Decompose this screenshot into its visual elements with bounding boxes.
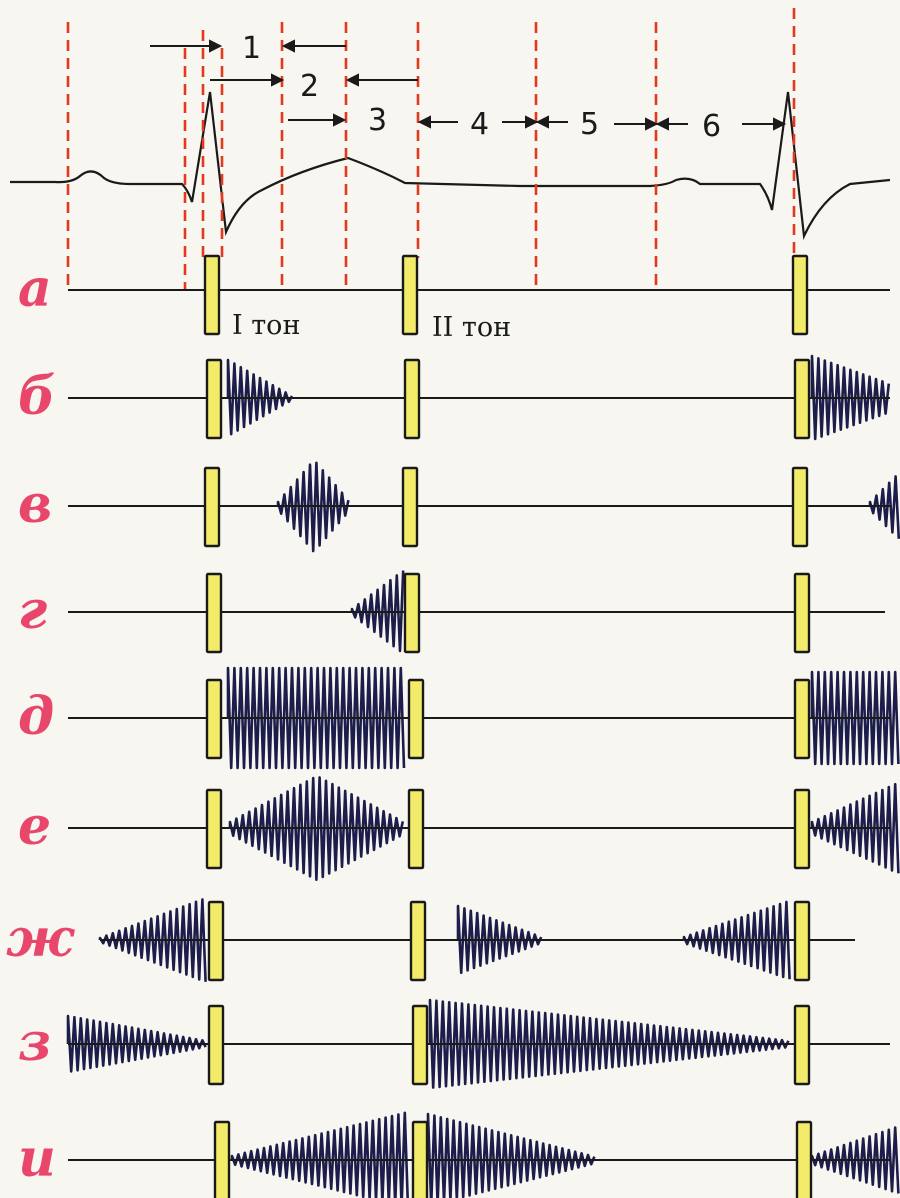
first-tone-marker <box>793 900 811 982</box>
first-tone-marker <box>205 788 223 870</box>
murmur-waveform <box>426 1112 596 1198</box>
first-tone-marker <box>205 572 223 654</box>
first-tone-marker <box>205 358 223 440</box>
row-label: и <box>18 1128 56 1189</box>
phase-label-6: 6 <box>702 109 721 144</box>
phase-1-arrowhead <box>209 39 223 53</box>
phase-label-1: 1 <box>242 31 261 66</box>
tone-marker-layer <box>203 254 813 1198</box>
second-tone-marker <box>409 900 427 982</box>
row-label: б <box>18 366 56 427</box>
phase-2-arrowhead <box>271 73 285 87</box>
first-tone-marker <box>203 254 221 336</box>
row-label: ж <box>6 908 75 969</box>
phase-6-arrowhead-right <box>773 117 787 131</box>
murmur-waveform <box>98 898 207 982</box>
first-tone-marker <box>795 1120 813 1198</box>
murmur-waveform <box>226 666 406 770</box>
phase-4-arrowhead-left <box>417 115 431 129</box>
phase-5-arrowhead-left <box>535 115 549 129</box>
first-tone-marker <box>205 678 223 760</box>
second-tone-marker <box>403 358 421 440</box>
second-tone-marker <box>403 572 421 654</box>
murmur-waveform <box>230 1111 409 1198</box>
phase-label-2: 2 <box>300 69 319 104</box>
first-tone-marker <box>793 358 811 440</box>
second-tone-marker <box>411 1120 429 1198</box>
phase-4-5-arrowhead <box>525 115 539 129</box>
murmur-waveform <box>350 570 405 653</box>
phase-5-6-arrowhead <box>645 117 659 131</box>
murmur-waveform <box>66 1014 207 1073</box>
phase-label-3: 3 <box>368 103 387 138</box>
row-label: а <box>18 258 52 319</box>
second-tone-marker <box>411 1004 429 1086</box>
murmur-layer <box>66 354 900 1198</box>
phase-label-5: 5 <box>580 107 599 142</box>
murmur-waveform <box>810 670 900 766</box>
phase-3-arrowhead <box>333 113 347 127</box>
row-label: з <box>18 1012 51 1073</box>
phase-2-arrowhead-right <box>345 73 359 87</box>
murmur-waveform <box>682 900 791 980</box>
row-label: е <box>18 796 51 857</box>
phase-1-arrowhead-right <box>281 39 295 53</box>
second-tone-marker <box>401 254 419 336</box>
ecg-trace <box>10 91 891 240</box>
first-tone-marker <box>207 1004 225 1086</box>
second-tone-marker <box>401 466 419 548</box>
murmur-waveform <box>810 782 900 874</box>
first-tone-marker <box>213 1120 231 1198</box>
second-tone-label: II тон <box>432 312 511 343</box>
murmur-waveform <box>868 475 900 539</box>
first-tone-marker <box>791 254 809 336</box>
row-label: в <box>18 474 52 535</box>
phase-label-4: 4 <box>470 107 489 142</box>
first-tone-marker <box>203 466 221 548</box>
first-tone-label: I тон <box>232 310 300 341</box>
first-tone-marker <box>791 466 809 548</box>
first-tone-marker <box>793 788 811 870</box>
second-tone-marker <box>407 678 425 760</box>
phase-lines <box>66 8 796 290</box>
phase-arrows <box>150 39 787 131</box>
murmur-waveform <box>810 1126 900 1194</box>
row-label: г <box>18 580 47 641</box>
murmur-waveform <box>276 461 350 553</box>
row-label: д <box>18 686 54 747</box>
first-tone-marker <box>793 1004 811 1086</box>
phase-6-arrowhead-left <box>655 117 669 131</box>
first-tone-marker <box>793 678 811 760</box>
first-tone-marker <box>207 900 225 982</box>
first-tone-marker <box>793 572 811 654</box>
second-tone-marker <box>407 788 425 870</box>
